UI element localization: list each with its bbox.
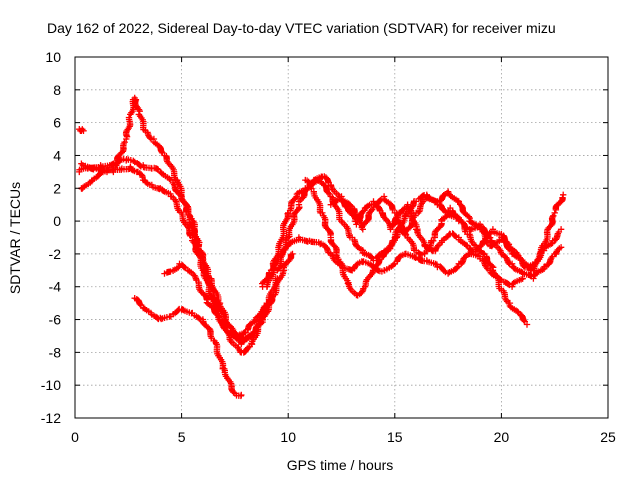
- series-track-10: [327, 188, 567, 274]
- marker-trail: [302, 176, 531, 328]
- x-tick-label: 5: [178, 429, 186, 445]
- x-tick-label: 20: [494, 429, 510, 445]
- x-tick-label: 10: [280, 429, 296, 445]
- y-tick-label: -10: [41, 377, 61, 393]
- y-axis-label: SDTVAR / TECUs: [7, 182, 23, 294]
- y-tick-label: 4: [53, 147, 61, 163]
- y-tick-label: 6: [53, 115, 61, 131]
- data-points: [76, 94, 567, 400]
- x-tick-label: 25: [600, 429, 616, 445]
- axis-ticks: 0 5 10 15 20 25 -12 -10 -8 -6 -4 -2 0 2 4 6 8 10: [41, 49, 616, 445]
- marker-trail: [327, 188, 567, 274]
- marker-trail: [131, 295, 245, 400]
- chart-title: Day 162 of 2022, Sidereal Day-to-day VTE…: [47, 20, 556, 36]
- y-tick-label: -6: [49, 312, 62, 328]
- x-tick-label: 15: [387, 429, 403, 445]
- marker-trail: [76, 126, 87, 134]
- series-track-5: [161, 260, 277, 356]
- series-track-4: [131, 295, 245, 400]
- y-tick-label: -4: [49, 279, 62, 295]
- y-tick-label: -12: [41, 410, 61, 426]
- y-tick-label: -2: [49, 246, 62, 262]
- y-tick-label: 0: [53, 213, 61, 229]
- y-tick-label: 2: [53, 180, 61, 196]
- plot-frame: [74, 56, 609, 419]
- x-tick-label: 0: [71, 429, 79, 445]
- series-track-9: [302, 176, 531, 328]
- x-axis-label: GPS time / hours: [287, 457, 394, 473]
- y-tick-label: 8: [53, 82, 61, 98]
- series-track-11: [76, 126, 87, 134]
- marker-trail: [161, 260, 277, 356]
- y-tick-label: 10: [45, 49, 61, 65]
- y-tick-label: -8: [49, 344, 62, 360]
